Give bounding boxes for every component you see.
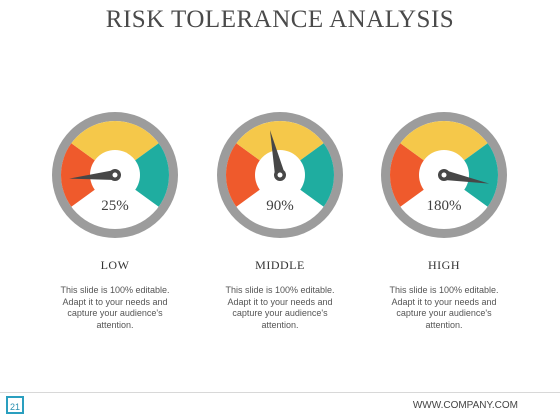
column-title: HIGH — [428, 258, 460, 272]
column-description: This slide is 100% editable. Adapt it to… — [389, 285, 499, 330]
gauge-segment-red — [226, 143, 280, 207]
gauge-needle — [69, 170, 116, 180]
slide-title: RISK TOLERANCE ANALYSIS — [105, 6, 455, 33]
gauge-needle-pin — [112, 172, 118, 178]
gauge-value-label: 180% — [426, 198, 462, 214]
page-number: 21 — [6, 396, 24, 414]
gauge-high: 180% — [381, 112, 507, 238]
gauge-segment-red — [390, 143, 444, 207]
gauge-needle-pin — [441, 172, 447, 178]
gauge-low: 25% — [52, 112, 178, 238]
gauge-dial — [52, 112, 178, 238]
gauge-segment-yellow — [236, 120, 324, 175]
column-low: LOW This slide is 100% editable. Adapt i… — [55, 258, 175, 331]
column-description: This slide is 100% editable. Adapt it to… — [60, 285, 170, 330]
column-middle: MIDDLE This slide is 100% editable. Adap… — [220, 258, 340, 331]
company-url: WWW.COMPANY.COM — [412, 400, 518, 411]
gauge-segment-yellow — [400, 120, 488, 175]
gauge-dial — [217, 112, 343, 238]
gauge-middle: 90% — [217, 112, 343, 238]
gauge-segment-teal — [444, 143, 498, 207]
footer-divider — [0, 392, 560, 393]
gauge-needle-pin — [277, 172, 283, 178]
column-high: HIGH This slide is 100% editable. Adapt … — [384, 258, 504, 331]
gauge-dial — [381, 112, 507, 238]
gauge-segment-red — [60, 143, 115, 207]
gauge-segment-teal — [280, 143, 334, 207]
gauge-value-label: 25% — [101, 198, 129, 214]
gauge-needle — [443, 170, 490, 184]
gauge-value-label: 90% — [266, 198, 294, 214]
gauge-segment-yellow — [71, 120, 159, 175]
gauge-needle — [269, 130, 285, 177]
gauge-segment-teal — [115, 143, 169, 207]
column-description: This slide is 100% editable. Adapt it to… — [225, 285, 335, 330]
column-title: MIDDLE — [255, 258, 305, 272]
column-title: LOW — [100, 258, 130, 272]
